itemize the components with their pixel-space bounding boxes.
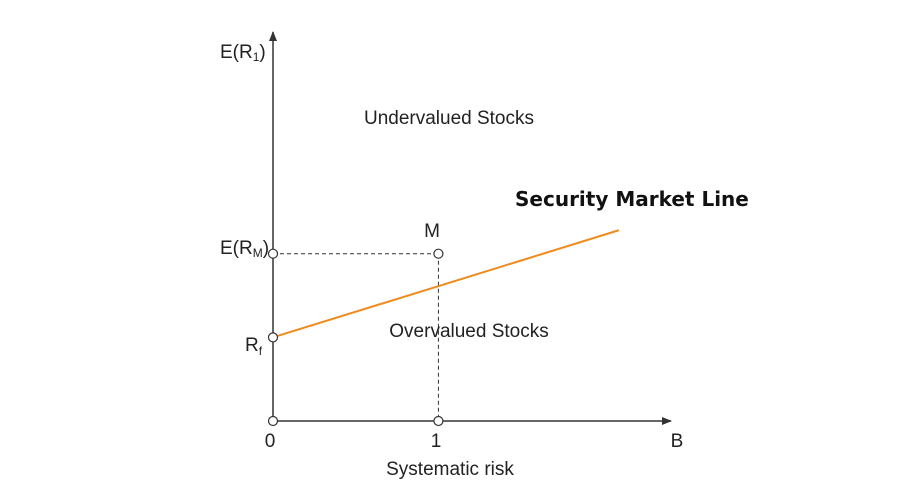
x-axis-title: Systematic risk — [386, 459, 514, 480]
point-marker-2 — [267, 332, 279, 343]
point-marker-1 — [267, 415, 279, 427]
point-marker-3 — [433, 415, 444, 427]
y-tick-rf: Rf — [245, 335, 263, 358]
points — [267, 248, 444, 427]
point-marker-4 — [267, 248, 279, 259]
point-label-m: M — [424, 221, 440, 242]
y-tick-erm: E(RM) — [220, 238, 269, 260]
region-label-overvalued: Overvalued Stocks — [389, 321, 548, 342]
point-marker-0 — [433, 248, 444, 259]
x-tick-0: 0 — [265, 431, 276, 452]
security-market-line — [272, 229, 620, 339]
x-axis-end-label: B — [671, 431, 684, 452]
x-tick-1: 1 — [431, 431, 442, 452]
y-axis-label: E(R1) — [220, 42, 266, 64]
region-label-undervalued: Undervalued Stocks — [364, 108, 534, 129]
series-label-sml: Security Market Line — [515, 187, 749, 211]
